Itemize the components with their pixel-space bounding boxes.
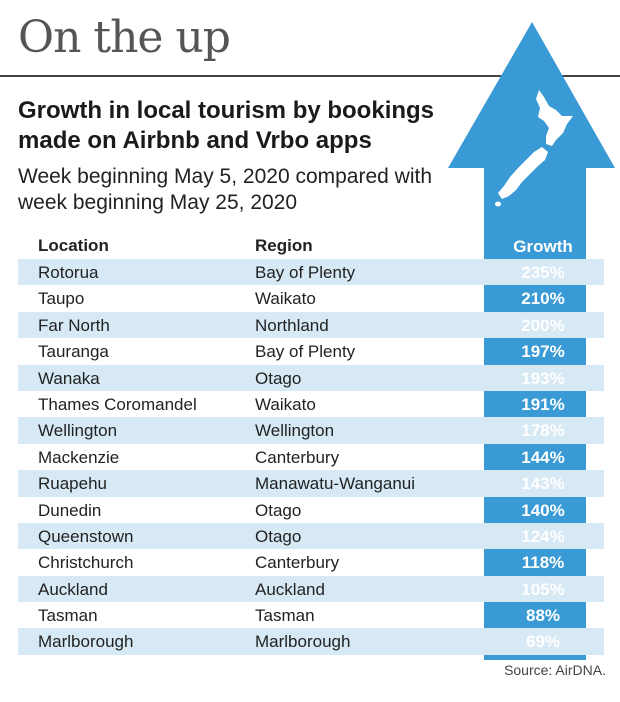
location-cell: Mackenzie [38,447,120,467]
header-growth: Growth [513,237,573,256]
up-arrow-shape [448,22,615,660]
table-row: Tauranga Bay of Plenty 197% [18,338,604,364]
location-cell: Auckland [38,579,108,599]
table-row: Wanaka Otago 193% [18,364,604,391]
region-cell: Wellington [255,421,335,441]
table-row: Wellington Wellington 178% [18,417,604,444]
region-cell: Waikato [255,289,316,309]
growth-cell: 88% [525,606,561,626]
table-row: Auckland Auckland 105% [18,575,604,603]
location-cell: Tauranga [38,342,109,362]
location-cell: Thames Coromandel [38,394,197,414]
region-cell: Bay of Plenty [255,342,356,362]
source-note: Source: AirDNA. [504,662,606,678]
growth-cell: 143% [521,474,565,494]
chart-title: Growth in local tourism by bookings made… [18,97,435,154]
header-location: Location [38,236,109,255]
growth-cell: 191% [521,394,565,414]
growth-cell: 144% [521,447,565,467]
region-cell: Otago [255,368,302,388]
new-zealand-map-icon [495,90,573,207]
headline-rule [0,75,620,77]
header-region: Region [255,236,313,255]
table-row: Rotorua Bay of Plenty 235% [18,259,604,286]
growth-cell: 197% [521,342,565,362]
growth-cell: 193% [521,368,565,388]
table-row: Mackenzie Canterbury 144% [18,444,604,470]
growth-cell: 210% [521,289,565,309]
location-cell: Far North [38,315,110,335]
table-row: Dunedin Otago 140% [18,497,604,523]
location-cell: Queenstown [38,526,134,546]
location-cell: Christchurch [38,553,134,573]
region-cell: Manawatu-Wanganui [255,474,416,494]
region-cell: Waikato [255,394,316,414]
table-row: Taupo Waikato 210% [18,285,604,311]
growth-cell: 178% [521,421,565,441]
table-row: Tasman Tasman 88% [18,602,604,628]
growth-cell: 235% [521,263,565,282]
region-cell: Canterbury [255,553,340,573]
region-cell: Marlborough [255,632,351,652]
table-header: Location Region Growth [18,233,604,259]
location-cell: Dunedin [38,500,102,520]
location-cell: Wellington [38,421,118,441]
location-cell: Tasman [38,606,98,626]
growth-cell: 200% [521,315,565,335]
table-row: Far North Northland 200% [18,311,604,339]
chart-subtitle: Week beginning May 5, 2020 compared with… [18,165,433,214]
table-row: Marlborough Marlborough 69% [18,628,604,655]
region-cell: Canterbury [255,447,340,467]
growth-table: Location Region Growth Rotorua Bay of Ple… [18,233,604,655]
table-row: Ruapehu Manawatu-Wanganui 143% [18,470,604,497]
growth-cell: 124% [521,526,565,546]
table-row: Christchurch Canterbury 118% [18,549,604,575]
region-cell: Auckland [255,579,325,599]
region-cell: Bay of Plenty [255,263,356,282]
headline: On the up [18,12,231,63]
growth-cell: 118% [521,553,565,573]
table-row: Thames Coromandel Waikato 191% [18,391,604,417]
growth-cell: 69% [525,632,561,652]
location-cell: Wanaka [38,368,100,388]
region-cell: Tasman [255,606,315,626]
location-cell: Ruapehu [38,474,108,494]
growth-cell: 140% [521,500,565,520]
location-cell: Rotorua [38,263,99,282]
location-cell: Taupo [38,289,85,309]
region-cell: Northland [255,315,329,335]
region-cell: Otago [255,500,302,520]
region-cell: Otago [255,526,302,546]
table-body: Rotorua Bay of Plenty 235% Taupo Waikato 210%… [18,259,604,655]
location-cell: Marlborough [38,632,134,652]
table-row: Queenstown Otago 124% [18,522,604,550]
growth-cell: 105% [521,579,565,599]
